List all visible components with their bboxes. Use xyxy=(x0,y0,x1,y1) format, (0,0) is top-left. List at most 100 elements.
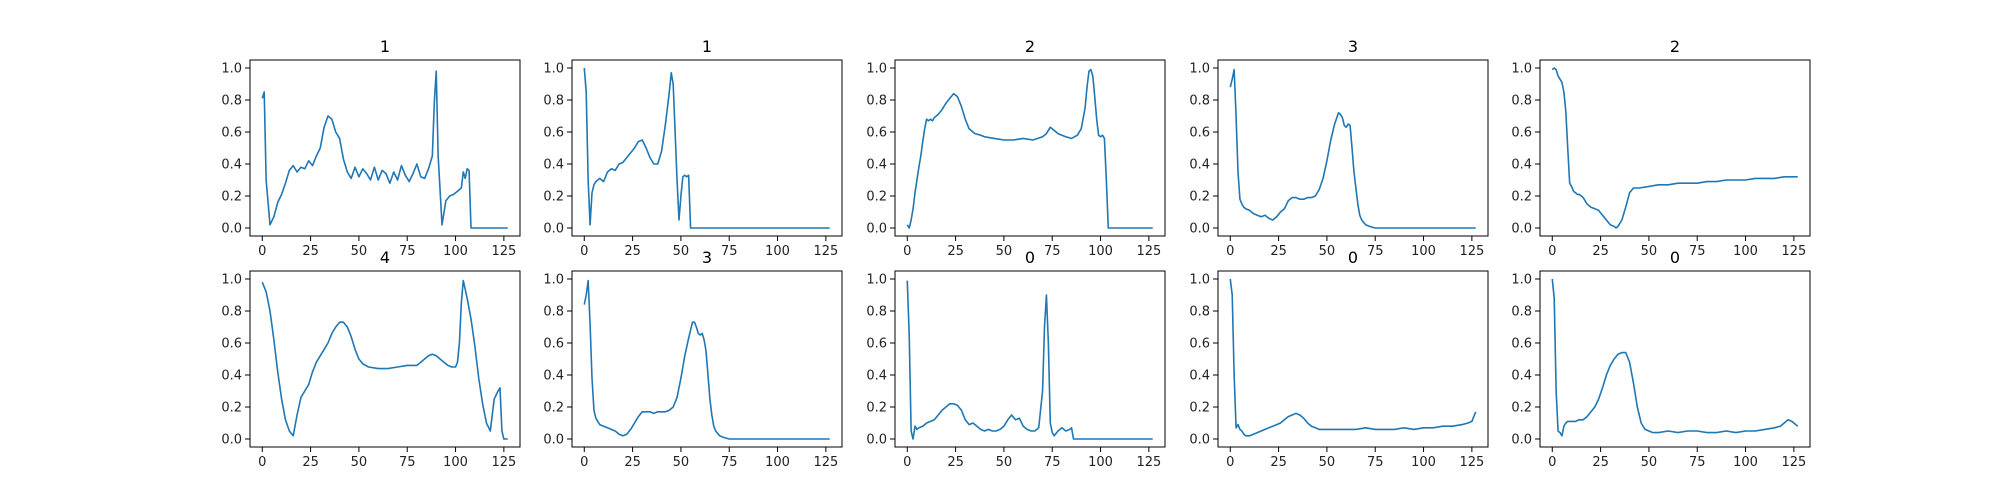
axes-frame xyxy=(894,59,1166,237)
x-tick-label: 125 xyxy=(1136,455,1161,470)
y-tick-label: 0.8 xyxy=(543,305,564,320)
x-tick-label: 0 xyxy=(580,244,588,259)
y-tick-label: 0.0 xyxy=(866,433,887,448)
x-tick-label: 75 xyxy=(1367,455,1384,470)
y-tick-label: 0.4 xyxy=(543,158,564,173)
y-tick-label: 0.0 xyxy=(543,222,564,237)
y-tick-label: 0.4 xyxy=(543,369,564,384)
x-tick-label: 25 xyxy=(302,244,319,259)
x-tick-label: 25 xyxy=(1592,455,1609,470)
x-tick-label: 50 xyxy=(1641,455,1658,470)
subplot-title: 3 xyxy=(702,248,712,267)
y-tick-label: 0.8 xyxy=(543,94,564,109)
series-line xyxy=(261,70,508,229)
y-tick-label: 0.0 xyxy=(1511,433,1532,448)
subplot-title: 4 xyxy=(380,248,390,267)
y-tick-label: 0.8 xyxy=(1189,305,1210,320)
subplot-7: 3 0 25 50 75 100 125 0.0 0.2 0.4 0.6 0.8 1.0 xyxy=(543,248,843,470)
axes-frame xyxy=(249,59,521,237)
y-tick-label: 0.8 xyxy=(221,305,242,320)
x-tick-label: 0 xyxy=(903,244,911,259)
x-tick-label: 75 xyxy=(399,455,416,470)
x-tick-label: 100 xyxy=(1733,455,1758,470)
x-tick-label: 25 xyxy=(624,455,641,470)
y-tick-label: 0.8 xyxy=(221,94,242,109)
x-tick-label: 25 xyxy=(1270,244,1287,259)
y-tick-label: 0.6 xyxy=(543,126,564,141)
subplot-title: 3 xyxy=(1348,37,1358,56)
subplot-4: 3 0 25 50 75 100 125 0.0 0.2 0.4 0.6 0.8 1.0 xyxy=(1189,37,1489,259)
y-tick-label: 0.8 xyxy=(1511,305,1532,320)
x-tick-label: 0 xyxy=(258,244,266,259)
x-tick-label: 125 xyxy=(1781,244,1806,259)
x-tick-label: 100 xyxy=(765,455,790,470)
y-tick-label: 1.0 xyxy=(866,273,887,288)
y-tick-label: 0.6 xyxy=(1511,126,1532,141)
y-tick-label: 0.0 xyxy=(1189,433,1210,448)
y-tick-label: 0.4 xyxy=(1511,369,1532,384)
y-tick-label: 1.0 xyxy=(543,62,564,77)
y-tick-label: 1.0 xyxy=(543,273,564,288)
x-tick-label: 100 xyxy=(1411,244,1436,259)
subplot-title: 0 xyxy=(1025,248,1035,267)
x-tick-label: 25 xyxy=(302,455,319,470)
x-tick-label: 0 xyxy=(1548,455,1556,470)
x-tick-label: 0 xyxy=(580,455,588,470)
subplot-3: 2 0 25 50 75 100 125 0.0 0.2 0.4 0.6 0.8 1.0 xyxy=(866,37,1166,259)
subplot-9: 0 0 25 50 75 100 125 0.0 0.2 0.4 0.6 0.8 1.0 xyxy=(1189,248,1489,470)
series-line xyxy=(261,279,508,440)
subplot-title: 1 xyxy=(380,37,390,56)
x-tick-label: 75 xyxy=(1044,455,1061,470)
subplot-2: 1 0 25 50 75 100 125 0.0 0.2 0.4 0.6 0.8 1.0 xyxy=(543,37,843,259)
x-tick-label: 25 xyxy=(624,244,641,259)
x-tick-label: 125 xyxy=(491,244,516,259)
y-tick-label: 1.0 xyxy=(221,273,242,288)
x-tick-label: 125 xyxy=(1781,455,1806,470)
x-tick-label: 100 xyxy=(1411,455,1436,470)
x-tick-label: 75 xyxy=(1689,455,1706,470)
x-tick-label: 125 xyxy=(1459,244,1484,259)
subplot-title: 2 xyxy=(1025,37,1035,56)
x-tick-label: 25 xyxy=(947,244,964,259)
x-tick-label: 25 xyxy=(1592,244,1609,259)
x-tick-label: 50 xyxy=(1319,244,1336,259)
series-line xyxy=(583,279,830,440)
series-line xyxy=(906,280,1153,440)
y-tick-label: 0.0 xyxy=(1511,222,1532,237)
x-tick-label: 75 xyxy=(721,244,738,259)
x-tick-label: 50 xyxy=(996,455,1013,470)
x-tick-label: 100 xyxy=(1088,244,1113,259)
series-line xyxy=(1551,278,1799,437)
x-tick-label: 125 xyxy=(1136,244,1161,259)
y-tick-label: 0.6 xyxy=(543,337,564,352)
x-tick-label: 50 xyxy=(351,244,368,259)
x-tick-label: 100 xyxy=(443,455,468,470)
subplot-6: 4 0 25 50 75 100 125 0.0 0.2 0.4 0.6 0.8 1.0 xyxy=(221,248,521,470)
x-tick-label: 50 xyxy=(1319,455,1336,470)
y-tick-label: 0.0 xyxy=(1189,222,1210,237)
y-tick-label: 0.2 xyxy=(543,401,564,416)
y-tick-label: 1.0 xyxy=(221,62,242,77)
x-tick-label: 0 xyxy=(258,455,266,470)
x-tick-label: 75 xyxy=(399,244,416,259)
y-tick-label: 0.8 xyxy=(866,305,887,320)
y-tick-label: 1.0 xyxy=(1511,62,1532,77)
y-tick-label: 0.4 xyxy=(866,369,887,384)
y-tick-label: 0.0 xyxy=(221,433,242,448)
y-tick-label: 1.0 xyxy=(866,62,887,77)
y-tick-label: 0.4 xyxy=(221,369,242,384)
series-line xyxy=(1229,278,1477,437)
y-tick-label: 0.2 xyxy=(1189,401,1210,416)
x-tick-label: 0 xyxy=(903,455,911,470)
y-tick-label: 0.2 xyxy=(543,190,564,205)
y-tick-label: 0.6 xyxy=(1189,337,1210,352)
y-tick-label: 0.6 xyxy=(1511,337,1532,352)
x-tick-label: 75 xyxy=(1044,244,1061,259)
x-tick-label: 0 xyxy=(1226,244,1234,259)
x-tick-label: 100 xyxy=(1733,244,1758,259)
y-tick-label: 0.6 xyxy=(1189,126,1210,141)
subplot-title: 2 xyxy=(1670,37,1680,56)
y-tick-label: 0.6 xyxy=(221,126,242,141)
series-line xyxy=(1551,67,1798,229)
x-tick-label: 25 xyxy=(947,455,964,470)
